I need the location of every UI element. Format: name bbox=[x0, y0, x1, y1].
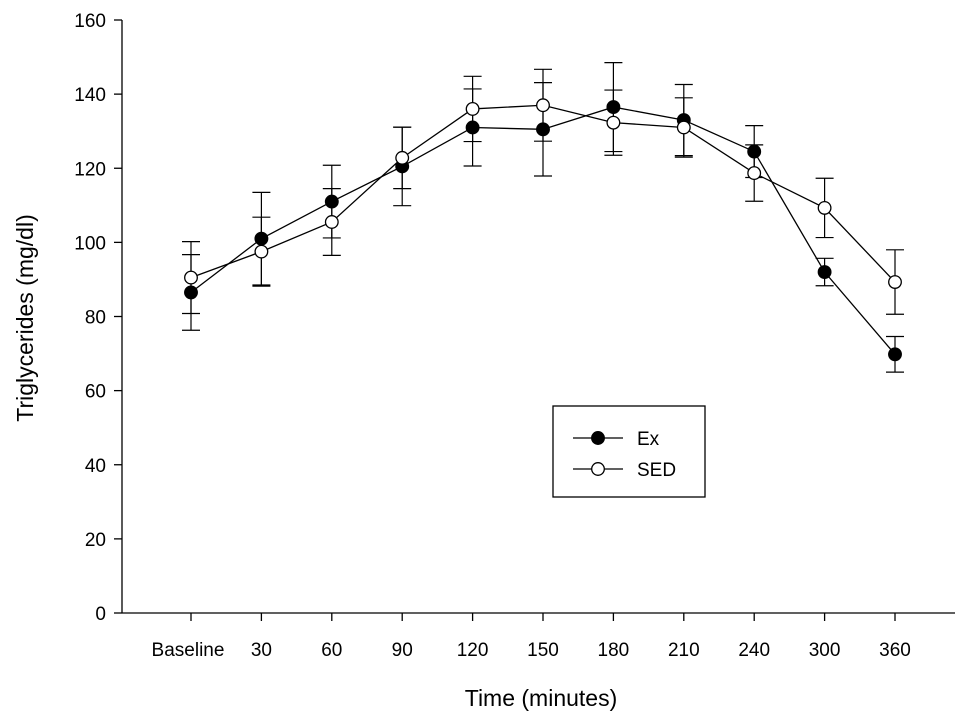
data-markers bbox=[184, 98, 902, 362]
marker-sed bbox=[184, 270, 198, 285]
x-tick-label: 300 bbox=[809, 640, 841, 661]
marker-sed bbox=[817, 200, 832, 215]
x-tick-label: Baseline bbox=[152, 640, 225, 661]
y-tick-label: 40 bbox=[85, 456, 106, 477]
y-tick-label: 0 bbox=[95, 604, 106, 625]
marker-sed bbox=[254, 244, 269, 259]
marker-ex bbox=[465, 120, 480, 135]
y-tick-label: 100 bbox=[74, 233, 106, 254]
x-tick-label: 30 bbox=[251, 640, 272, 661]
y-tick-label: 60 bbox=[85, 382, 106, 403]
marker-sed bbox=[395, 150, 410, 165]
y-tick-label: 120 bbox=[74, 159, 106, 180]
x-tick-label: 180 bbox=[598, 640, 630, 661]
legend-label-sed: SED bbox=[637, 460, 676, 481]
marker-ex bbox=[817, 265, 832, 279]
marker-sed bbox=[465, 101, 480, 116]
marker-sed bbox=[747, 166, 762, 181]
x-tick-label: 210 bbox=[668, 640, 700, 661]
marker-sed bbox=[536, 98, 550, 113]
marker-ex bbox=[888, 347, 902, 362]
marker-ex bbox=[747, 144, 762, 159]
marker-sed bbox=[888, 275, 902, 289]
axes: 0 20 40 60 80 100 120 140 160 Baseline 30 60 90 120 15… bbox=[74, 11, 955, 661]
x-tick-label: 360 bbox=[879, 640, 911, 661]
marker-ex bbox=[254, 231, 269, 246]
marker-ex bbox=[606, 100, 621, 115]
legend-label-ex: Ex bbox=[637, 429, 660, 450]
legend-marker-sed bbox=[591, 462, 605, 476]
marker-ex bbox=[324, 194, 339, 209]
y-tick-label: 140 bbox=[74, 85, 106, 106]
legend-marker-ex bbox=[591, 431, 605, 445]
x-axis-title: Time (minutes) bbox=[465, 685, 618, 711]
marker-sed bbox=[324, 215, 339, 229]
marker-ex bbox=[184, 285, 198, 300]
marker-sed bbox=[606, 115, 621, 130]
y-axis-title: Triglycerides (mg/dl) bbox=[12, 214, 38, 421]
x-tick-label: 90 bbox=[392, 640, 413, 661]
x-tick-label: 240 bbox=[738, 640, 770, 661]
y-tick-label: 80 bbox=[85, 308, 106, 329]
x-tick-label: 150 bbox=[527, 640, 559, 661]
marker-ex bbox=[536, 122, 550, 137]
marker-sed bbox=[676, 120, 691, 135]
y-tick-label: 160 bbox=[74, 11, 106, 32]
x-tick-label: 120 bbox=[457, 640, 489, 661]
legend: Ex SED bbox=[552, 405, 706, 498]
legend-box bbox=[552, 405, 706, 498]
y-tick-label: 20 bbox=[85, 530, 106, 551]
x-tick-label: 60 bbox=[321, 640, 342, 661]
